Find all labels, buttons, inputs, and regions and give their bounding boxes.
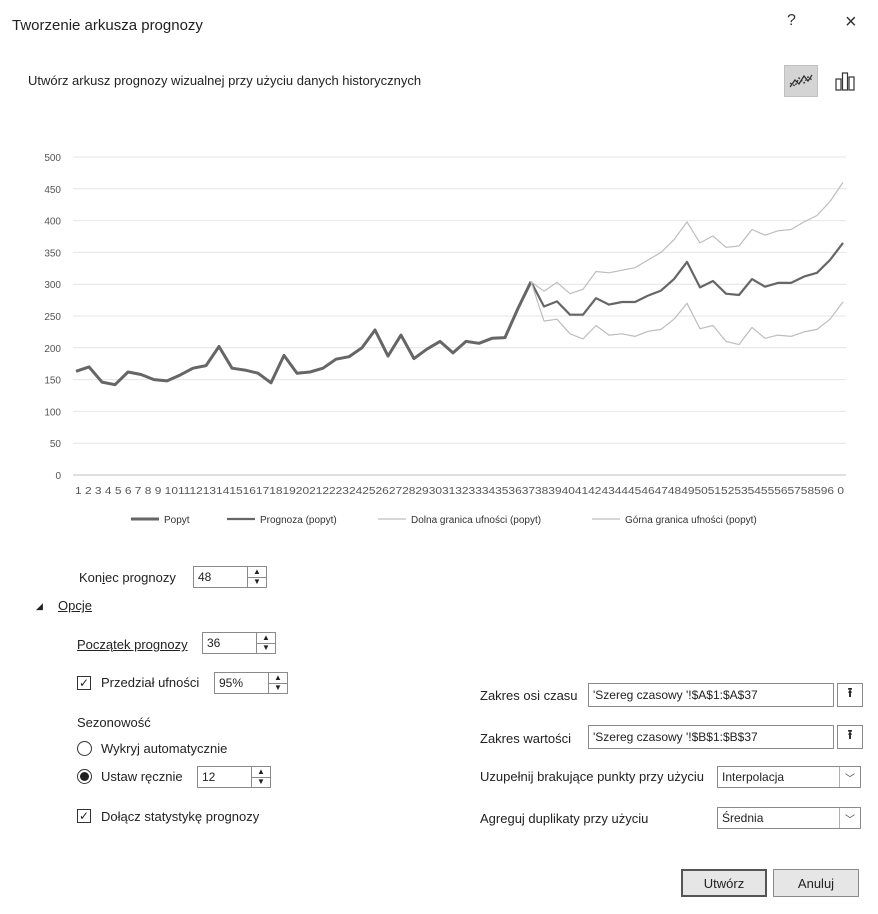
y-tick-label: 100 — [44, 407, 61, 418]
spin-down-icon[interactable]: ▼ — [253, 577, 261, 587]
title-bar: Tworzenie arkusza prognozy ? × — [0, 0, 878, 44]
forecast-start-value[interactable]: 36 — [207, 636, 221, 650]
spin-down-icon[interactable]: ▼ — [262, 643, 270, 653]
seasonality-heading: Sezonowość — [77, 715, 151, 730]
set-manually-radio[interactable] — [77, 769, 92, 784]
cancel-button[interactable]: Anuluj — [773, 869, 859, 897]
detect-automatically-label: Wykryj automatycznie — [101, 741, 228, 756]
forecast-start-label-text: Początek prognozy — [77, 637, 188, 652]
series-line-2 — [530, 242, 844, 316]
detect-automatically-radio[interactable] — [77, 741, 92, 756]
spin-up-icon[interactable]: ▲ — [252, 767, 270, 778]
y-tick-label: 300 — [44, 280, 61, 291]
confidence-interval-spinner[interactable]: 95% ▲ ▼ — [214, 672, 288, 694]
y-tick-label: 200 — [44, 344, 61, 355]
series-line-1 — [75, 281, 533, 387]
forecast-end-label: Koniec prognozy — [79, 570, 176, 585]
include-statistics-checkbox[interactable]: ✓ — [77, 809, 91, 823]
dialog-subtitle: Utwórz arkusz prognozy wizualnej przy uż… — [28, 73, 422, 88]
forecast-end-spinner[interactable]: 48 ▲ ▼ — [193, 566, 267, 588]
help-button[interactable]: ? — [787, 12, 796, 29]
spin-up-icon[interactable]: ▲ — [269, 673, 287, 684]
forecast-chart: 0 50 100 150 200 250 300 350 400 450 500 1 2 3 4 5 … — [44, 153, 846, 526]
chevron-down-icon[interactable]: ﹀ — [839, 808, 860, 828]
x-tick-labels: 1 2 3 4 5 6 7 8 9 1011121314151617181920… — [75, 486, 845, 497]
series-line-3 — [530, 281, 844, 346]
set-manually-label: Ustaw ręcznie — [101, 769, 183, 784]
options-toggle[interactable]: Opcje — [58, 598, 92, 613]
y-tick-label: 0 — [55, 471, 61, 482]
timeline-range-input[interactable]: 'Szereg czasowy '!$A$1:$A$37 — [588, 683, 834, 707]
aggregate-duplicates-select[interactable]: Średnia ﹀ — [717, 807, 861, 829]
spin-down-icon[interactable]: ▼ — [274, 683, 282, 693]
y-tick-label: 350 — [44, 248, 61, 259]
y-tick-label: 50 — [50, 439, 62, 450]
spin-down-icon[interactable]: ▼ — [257, 777, 265, 787]
y-tick-label: 450 — [44, 185, 61, 196]
legend-label: Popyt — [164, 515, 190, 526]
column-chart-icon — [835, 72, 855, 91]
confidence-interval-label: Przedział ufności — [101, 675, 200, 690]
series-line-4 — [530, 182, 844, 295]
chevron-down-icon[interactable]: ﹀ — [839, 767, 860, 787]
y-tick-label: 150 — [44, 376, 61, 387]
close-button[interactable]: × — [845, 11, 857, 33]
forecast-start-label: Początek prognozy — [77, 637, 188, 652]
collapse-triangle-icon[interactable]: ◢ — [36, 601, 43, 611]
window-title: Tworzenie arkusza prognozy — [12, 17, 203, 34]
fill-missing-select[interactable]: Interpolacja ﹀ — [717, 766, 861, 788]
spin-up-icon[interactable]: ▲ — [257, 633, 275, 644]
include-statistics-label: Dołącz statystykę prognozy — [101, 809, 260, 824]
spin-up-icon[interactable]: ▲ — [248, 567, 266, 578]
confidence-interval-value[interactable]: 95% — [219, 676, 244, 690]
collapse-range-icon[interactable]: ⭱ — [837, 725, 863, 749]
legend-label: Dolna granica ufności (popyt) — [411, 515, 541, 526]
forecast-end-value[interactable]: 48 — [198, 570, 212, 584]
timeline-range-label: Zakres osi czasu — [480, 688, 578, 703]
collapse-range-icon[interactable]: ⭱ — [837, 683, 863, 707]
legend-label: Górna granica ufności (popyt) — [625, 515, 757, 526]
column-chart-toggle[interactable] — [828, 65, 862, 97]
forecast-start-spinner[interactable]: 36 ▲ ▼ — [202, 632, 276, 654]
values-range-input[interactable]: 'Szereg czasowy '!$B$1:$B$37 — [588, 725, 834, 749]
line-chart-toggle[interactable] — [784, 65, 818, 97]
legend-label: Prognoza (popyt) — [260, 515, 337, 526]
seasonality-value[interactable]: 12 — [202, 770, 216, 784]
seasonality-spinner[interactable]: 12 ▲ ▼ — [197, 766, 271, 788]
aggregate-duplicates-value: Średnia — [722, 811, 764, 825]
values-range-label: Zakres wartości — [480, 731, 572, 746]
create-button[interactable]: Utwórz — [681, 869, 767, 897]
fill-missing-label: Uzupełnij brakujące punkty przy użyciu — [480, 769, 704, 784]
y-tick-label: 250 — [44, 312, 61, 323]
confidence-interval-checkbox[interactable]: ✓ — [77, 676, 91, 690]
aggregate-duplicates-label: Agreguj duplikaty przy użyciu — [480, 811, 649, 826]
y-tick-label: 400 — [44, 217, 61, 228]
fill-missing-value: Interpolacja — [722, 770, 785, 784]
y-tick-label: 500 — [44, 153, 61, 164]
line-chart-icon — [789, 74, 813, 88]
